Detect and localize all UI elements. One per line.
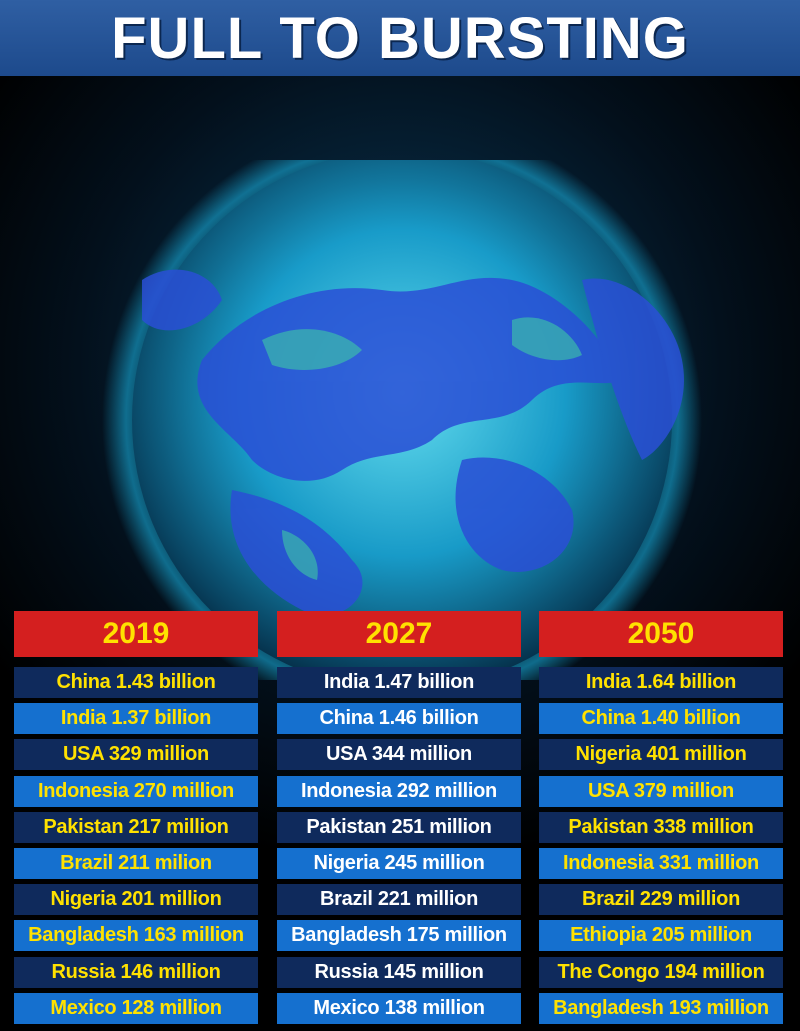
column-2019: 2019 China 1.43 billion India 1.37 billi… — [14, 611, 258, 1029]
list-item: Nigeria 201 million — [14, 884, 258, 916]
list-item: Pakistan 338 million — [539, 811, 783, 843]
list-item: Pakistan 217 million — [14, 811, 258, 843]
list-item: Brazil 229 million — [539, 884, 783, 916]
list-item: China 1.43 billion — [14, 667, 258, 698]
title-bar: FULL TO BURSTING — [0, 0, 800, 76]
list-item: Indonesia 331 million — [539, 847, 783, 879]
population-table: 2019 China 1.43 billion India 1.37 billi… — [0, 611, 800, 1031]
list-item: India 1.37 billion — [14, 703, 258, 735]
list-item: Mexico 128 million — [14, 992, 258, 1024]
list-item: Russia 145 million — [277, 956, 521, 988]
list-item: Bangladesh 175 million — [277, 920, 521, 952]
list-item: The Congo 194 million — [539, 956, 783, 988]
list-item: India 1.64 billion — [539, 667, 783, 698]
column-2027: 2027 India 1.47 billion China 1.46 billi… — [277, 611, 521, 1029]
globe-illustration — [102, 160, 702, 680]
list-item: Nigeria 401 million — [539, 739, 783, 771]
year-header: 2050 — [539, 611, 783, 657]
list-item: Brazil 211 milion — [14, 847, 258, 879]
list-item: Indonesia 270 million — [14, 775, 258, 807]
list-item: Nigeria 245 million — [277, 847, 521, 879]
list-item: USA 344 million — [277, 739, 521, 771]
list-item: Mexico 138 million — [277, 992, 521, 1024]
list-item: Pakistan 251 million — [277, 811, 521, 843]
list-item: India 1.47 billion — [277, 667, 521, 698]
list-item: Bangladesh 163 million — [14, 920, 258, 952]
list-item: Russia 146 million — [14, 956, 258, 988]
year-header: 2019 — [14, 611, 258, 657]
column-2050: 2050 India 1.64 billion China 1.40 billi… — [539, 611, 783, 1029]
page-title: FULL TO BURSTING — [111, 5, 689, 71]
year-header: 2027 — [277, 611, 521, 657]
list-item: USA 379 million — [539, 775, 783, 807]
hero-image: 2019 China 1.43 billion India 1.37 billi… — [0, 76, 800, 1024]
list-item: Bangladesh 193 million — [539, 992, 783, 1024]
list-item: Ethiopia 205 million — [539, 920, 783, 952]
list-item: China 1.40 billion — [539, 703, 783, 735]
list-item: USA 329 million — [14, 739, 258, 771]
list-item: China 1.46 billion — [277, 703, 521, 735]
list-item: Indonesia 292 million — [277, 775, 521, 807]
list-item: Brazil 221 million — [277, 884, 521, 916]
